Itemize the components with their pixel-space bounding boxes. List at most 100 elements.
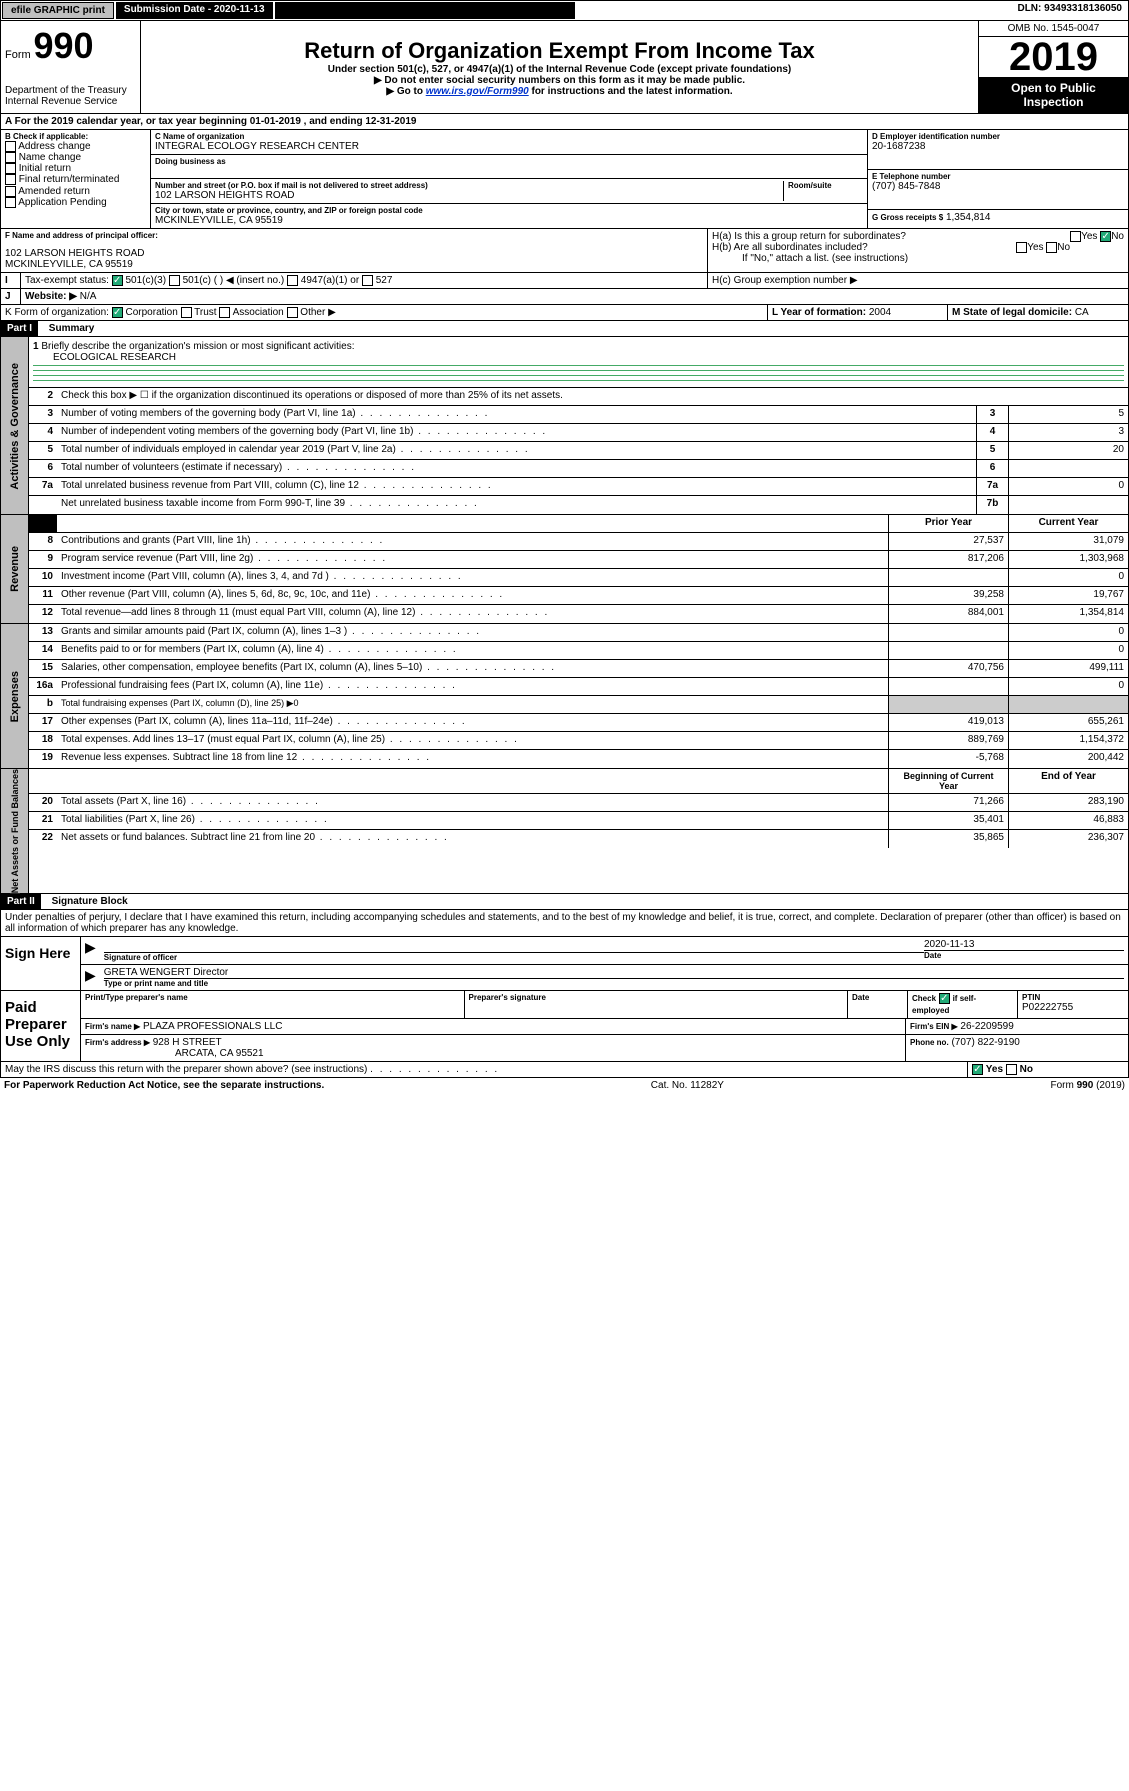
dept-treasury: Department of the Treasury bbox=[5, 85, 136, 96]
perjury-declaration: Under penalties of perjury, I declare th… bbox=[0, 910, 1129, 937]
arrow-icon: ▶ bbox=[85, 939, 96, 962]
net-assets-section: Net Assets or Fund Balances Beginning of… bbox=[0, 769, 1129, 894]
table-row: 12Total revenue—add lines 8 through 11 (… bbox=[29, 605, 1128, 623]
tax-year: 2019 bbox=[979, 37, 1128, 77]
dba-label: Doing business as bbox=[155, 157, 863, 166]
line-a: A For the 2019 calendar year, or tax yea… bbox=[0, 114, 1129, 130]
table-row: 8Contributions and grants (Part VIII, li… bbox=[29, 533, 1128, 551]
h-b: H(b) Are all subordinates included? Yes … bbox=[712, 242, 1124, 253]
officer-addr1: 102 LARSON HEIGHTS ROAD bbox=[5, 248, 703, 259]
chk-address-change[interactable]: Address change bbox=[5, 141, 146, 152]
officer-group-block: F Name and address of principal officer:… bbox=[0, 229, 1129, 273]
h-c: H(c) Group exemption number ▶ bbox=[708, 273, 1128, 288]
chk-self-employed[interactable] bbox=[939, 993, 950, 1004]
table-row: 11Other revenue (Part VIII, column (A), … bbox=[29, 587, 1128, 605]
city-state-zip: MCKINLEYVILLE, CA 95519 bbox=[155, 215, 863, 226]
firm-addr1: 928 H STREET bbox=[153, 1037, 222, 1048]
form-word: Form bbox=[5, 49, 31, 61]
table-row: 9Program service revenue (Part VIII, lin… bbox=[29, 551, 1128, 569]
state-domicile: CA bbox=[1075, 307, 1089, 318]
gross-receipts-label: G Gross receipts $ bbox=[872, 213, 943, 222]
table-row: 20Total assets (Part X, line 16)71,26628… bbox=[29, 794, 1128, 812]
instructions-link-line: ▶ Go to www.irs.gov/Form990 for instruct… bbox=[145, 86, 974, 97]
sign-date: 2020-11-13 bbox=[924, 939, 1124, 951]
h-a: H(a) Is this a group return for subordin… bbox=[712, 231, 1124, 242]
part1-header: Part I Summary bbox=[0, 321, 1129, 337]
chk-name-change[interactable]: Name change bbox=[5, 152, 146, 163]
identity-block: B Check if applicable: Address change Na… bbox=[0, 130, 1129, 229]
form990-link[interactable]: www.irs.gov/Form990 bbox=[426, 86, 529, 97]
part2-header: Part II Signature Block bbox=[0, 894, 1129, 910]
table-row: 21Total liabilities (Part X, line 26)35,… bbox=[29, 812, 1128, 830]
chk-app-pending[interactable]: Application Pending bbox=[5, 197, 146, 208]
form-subtitle: Under section 501(c), 527, or 4947(a)(1)… bbox=[145, 64, 974, 75]
table-row: 10Investment income (Part VIII, column (… bbox=[29, 569, 1128, 587]
table-row: Net unrelated business taxable income fr… bbox=[29, 496, 1128, 514]
org-form-row: K Form of organization: Corporation Trus… bbox=[0, 305, 1129, 321]
expenses-section: Expenses 13Grants and similar amounts pa… bbox=[0, 624, 1129, 769]
chk-trust[interactable] bbox=[181, 307, 192, 318]
ssn-warning: ▶ Do not enter social security numbers o… bbox=[145, 75, 974, 86]
officer-addr2: MCKINLEYVILLE, CA 95519 bbox=[5, 259, 703, 270]
table-row: 14Benefits paid to or for members (Part … bbox=[29, 642, 1128, 660]
table-row: 7aTotal unrelated business revenue from … bbox=[29, 478, 1128, 496]
website-row: J Website: ▶ N/A bbox=[0, 289, 1129, 305]
table-row: 5Total number of individuals employed in… bbox=[29, 442, 1128, 460]
org-name-label: C Name of organization bbox=[155, 132, 863, 141]
officer-label: F Name and address of principal officer: bbox=[5, 231, 703, 240]
form-title: Return of Organization Exempt From Incom… bbox=[145, 38, 974, 64]
chk-amended[interactable]: Amended return bbox=[5, 186, 146, 197]
phone-value: (707) 845-7848 bbox=[872, 181, 1124, 192]
table-row: 22Net assets or fund balances. Subtract … bbox=[29, 830, 1128, 848]
box-b-title: B Check if applicable: bbox=[5, 132, 146, 141]
chk-discuss-yes[interactable] bbox=[972, 1064, 983, 1075]
form-header: Form 990 Department of the Treasury Inte… bbox=[0, 21, 1129, 114]
chk-501c[interactable] bbox=[169, 275, 180, 286]
gross-receipts-value: 1,354,814 bbox=[946, 212, 991, 223]
arrow-icon: ▶ bbox=[85, 967, 96, 988]
chk-assoc[interactable] bbox=[219, 307, 230, 318]
dept-irs: Internal Revenue Service bbox=[5, 96, 136, 107]
mission-text: ECOLOGICAL RESEARCH bbox=[33, 352, 1124, 363]
street-label: Number and street (or P.O. box if mail i… bbox=[155, 181, 783, 190]
table-row: 6Total number of volunteers (estimate if… bbox=[29, 460, 1128, 478]
submission-date: Submission Date - 2020-11-13 bbox=[116, 2, 273, 19]
form-number: 990 bbox=[33, 25, 93, 66]
top-bar: efile GRAPHIC print Submission Date - 20… bbox=[0, 0, 1129, 21]
chk-final-return[interactable]: Final return/terminated bbox=[5, 174, 146, 185]
phone-label: E Telephone number bbox=[872, 172, 1124, 181]
street-address: 102 LARSON HEIGHTS ROAD bbox=[155, 190, 783, 201]
table-row: 15Salaries, other compensation, employee… bbox=[29, 660, 1128, 678]
ein-value: 20-1687238 bbox=[872, 141, 1124, 152]
table-row: 13Grants and similar amounts paid (Part … bbox=[29, 624, 1128, 642]
city-label: City or town, state or province, country… bbox=[155, 206, 863, 215]
chk-4947[interactable] bbox=[287, 275, 298, 286]
firm-addr2: ARCATA, CA 95521 bbox=[85, 1048, 901, 1059]
table-row: 3Number of voting members of the governi… bbox=[29, 406, 1128, 424]
officer-name: GRETA WENGERT Director bbox=[104, 967, 1124, 979]
sign-here-block: Sign Here ▶ Signature of officer 2020-11… bbox=[0, 937, 1129, 991]
website-value: N/A bbox=[80, 291, 97, 302]
h-b-note: If "No," attach a list. (see instruction… bbox=[712, 253, 1124, 264]
firm-ein: 26-2209599 bbox=[960, 1021, 1013, 1032]
tax-status-row: I Tax-exempt status: 501(c)(3) 501(c) ( … bbox=[0, 273, 1129, 289]
discuss-row: May the IRS discuss this return with the… bbox=[0, 1062, 1129, 1078]
efile-button[interactable]: efile GRAPHIC print bbox=[2, 2, 114, 19]
year-formation: 2004 bbox=[869, 307, 891, 318]
page-footer: For Paperwork Reduction Act Notice, see … bbox=[0, 1078, 1129, 1093]
dln-label: DLN: 93493318136050 bbox=[1011, 1, 1128, 20]
firm-phone: (707) 822-9190 bbox=[951, 1037, 1019, 1048]
chk-corp[interactable] bbox=[112, 307, 123, 318]
org-name: INTEGRAL ECOLOGY RESEARCH CENTER bbox=[155, 141, 863, 152]
revenue-section: Revenue b Prior Year Current Year 8Contr… bbox=[0, 515, 1129, 624]
table-row: 19Revenue less expenses. Subtract line 1… bbox=[29, 750, 1128, 768]
open-public: Open to Public Inspection bbox=[979, 77, 1128, 113]
chk-initial-return[interactable]: Initial return bbox=[5, 163, 146, 174]
ptin-value: P02222755 bbox=[1022, 1002, 1124, 1013]
ein-label: D Employer identification number bbox=[872, 132, 1124, 141]
chk-discuss-no[interactable] bbox=[1006, 1064, 1017, 1075]
chk-501c3[interactable] bbox=[112, 275, 123, 286]
chk-other[interactable] bbox=[287, 307, 298, 318]
table-row: 4Number of independent voting members of… bbox=[29, 424, 1128, 442]
chk-527[interactable] bbox=[362, 275, 373, 286]
